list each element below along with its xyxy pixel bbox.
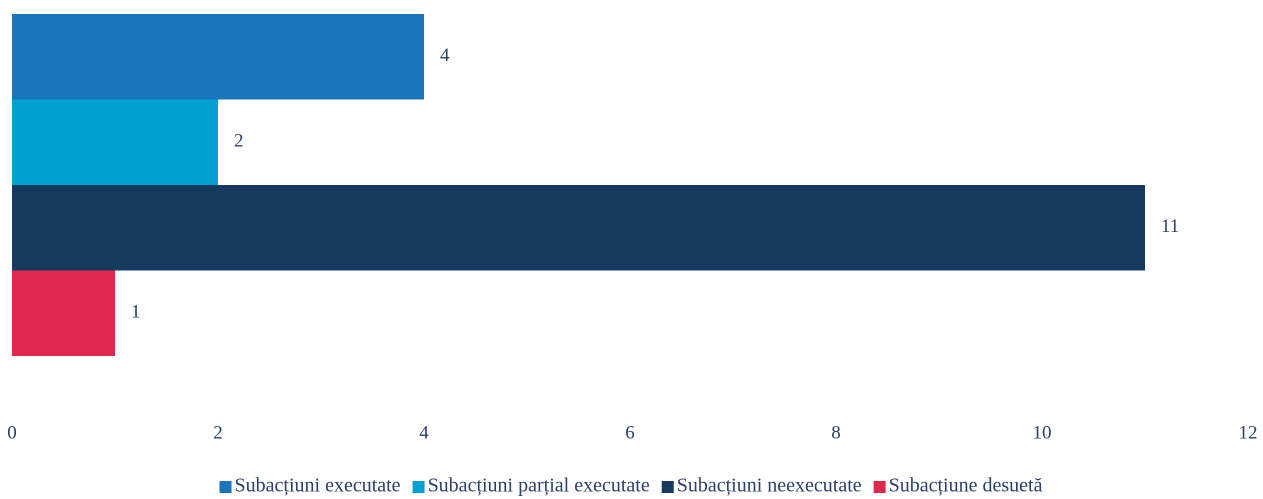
bar [12,185,1145,271]
x-tick-label: 12 [1239,422,1258,443]
legend-swatch [219,481,232,493]
bar [12,99,218,185]
x-tick-label: 2 [213,422,223,443]
legend-label: Subacțiuni neexecutate [677,475,862,497]
data-label: 1 [131,302,141,323]
legend-swatch [661,481,674,493]
x-tick-label: 8 [831,422,841,443]
x-tick-label: 10 [1033,422,1052,443]
x-tick-label: 6 [625,422,635,443]
data-label: 2 [234,131,244,152]
bar [12,270,115,356]
legend-label: Subacțiuni executate [235,475,401,497]
data-label: 11 [1161,216,1179,237]
legend-label: Subacțiune desuetă [889,475,1043,497]
legend-label: Subacțiuni parțial executate [428,475,650,497]
x-tick-label: 4 [419,422,429,443]
legend-swatch [412,481,425,493]
bar [12,14,424,100]
legend-swatch [873,481,886,493]
x-tick-label: 0 [7,422,17,443]
data-label: 4 [440,45,450,66]
